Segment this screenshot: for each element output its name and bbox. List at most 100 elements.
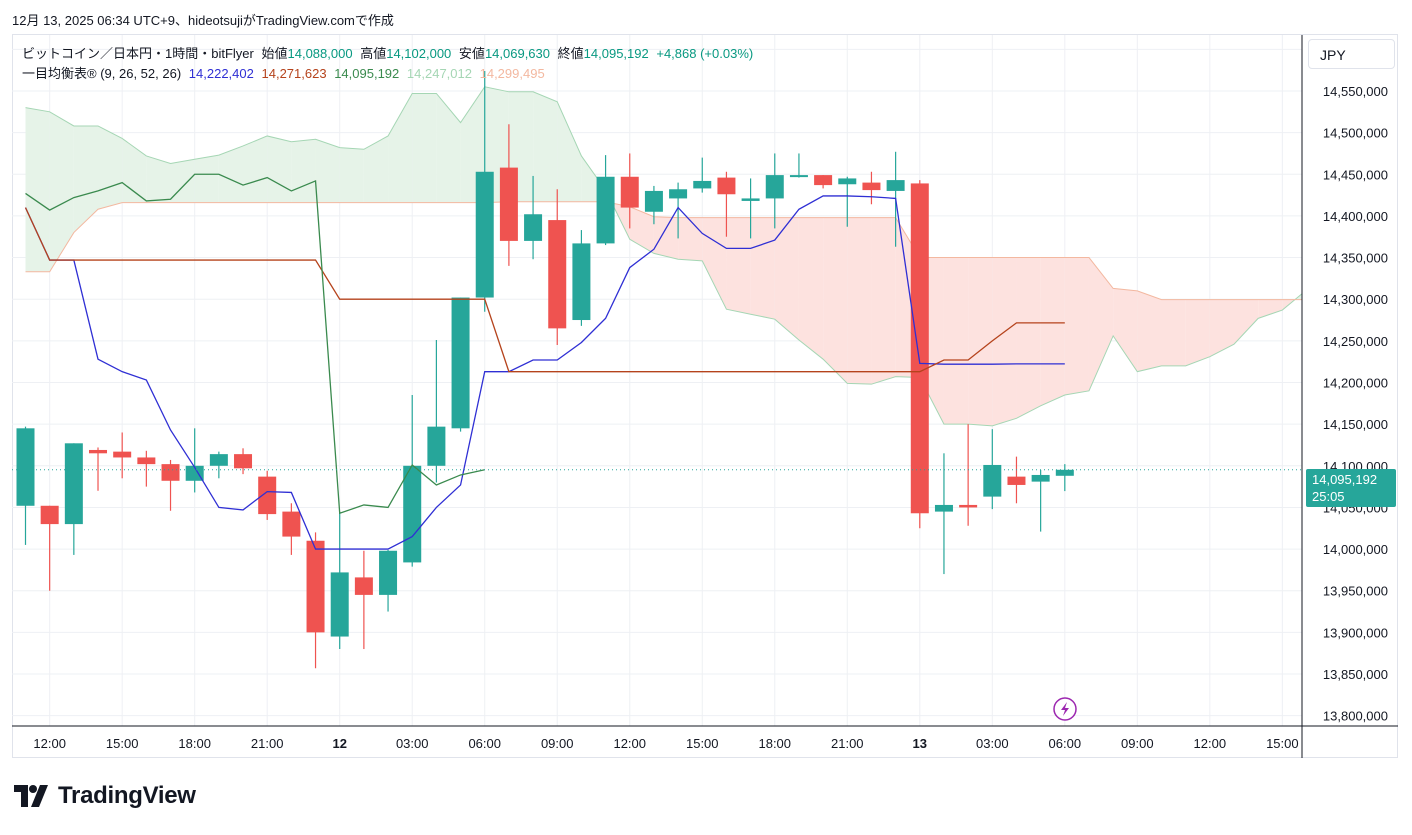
cloud-bull-segment xyxy=(49,111,74,272)
cloud-bear-segment xyxy=(992,257,1017,426)
cloud-bull-segment xyxy=(291,139,316,203)
candle-body[interactable] xyxy=(910,183,929,514)
kijun-value: 14,271,623 xyxy=(261,66,327,81)
senkou-span-a-line xyxy=(25,86,1302,427)
candle-body[interactable] xyxy=(306,540,325,633)
span-b-value: 14,299,495 xyxy=(479,66,545,81)
candle-body[interactable] xyxy=(185,465,204,481)
price-tick-label: 14,200,000 xyxy=(1323,376,1388,391)
candle-body[interactable] xyxy=(862,182,881,191)
candle-body[interactable] xyxy=(886,180,905,191)
cloud-bull-segment xyxy=(363,135,389,203)
candle-body[interactable] xyxy=(548,220,567,329)
price-tick-label: 14,400,000 xyxy=(1323,209,1388,224)
candle-body[interactable] xyxy=(838,178,857,185)
cloud-bear-segment xyxy=(1185,299,1210,366)
candle-body[interactable] xyxy=(64,443,83,525)
cloud-bull-segment xyxy=(557,101,582,202)
candle-body[interactable] xyxy=(258,476,277,515)
candle-body[interactable] xyxy=(499,167,518,241)
price-tick-label: 13,950,000 xyxy=(1323,584,1388,599)
chart-frame xyxy=(12,34,1398,758)
candle-body[interactable] xyxy=(354,577,373,595)
price-tick-label: 14,350,000 xyxy=(1323,251,1388,266)
cloud-bull-segment xyxy=(243,135,268,203)
candle-body[interactable] xyxy=(1031,474,1050,482)
open-value: 14,088,000 xyxy=(287,46,353,61)
time-tick-label: 21:00 xyxy=(831,736,864,751)
tenkan-sen-line xyxy=(24,195,1065,550)
candle-body[interactable] xyxy=(161,464,180,481)
symbol-title[interactable]: ビットコイン／日本円・1時間・bitFlyer xyxy=(22,46,254,61)
cloud-bull-segment xyxy=(412,93,437,203)
cloud-bull-segment xyxy=(339,147,364,203)
time-tick-label: 06:00 xyxy=(468,736,501,751)
candle-body[interactable] xyxy=(330,572,349,637)
candle-body[interactable] xyxy=(765,175,784,199)
candle-body[interactable] xyxy=(717,177,736,195)
chikou-span-line xyxy=(25,173,485,515)
legend-indicator-row: 一目均衡表® (9, 26, 52, 26) 14,222,402 14,271… xyxy=(22,64,757,84)
candle-body[interactable] xyxy=(524,214,543,241)
candle-body[interactable] xyxy=(234,454,253,469)
candle-body[interactable] xyxy=(669,189,688,199)
time-tick-label: 12 xyxy=(332,736,346,751)
span-a-value: 14,247,012 xyxy=(406,66,472,81)
price-tick-label: 14,150,000 xyxy=(1323,417,1388,432)
candle-body[interactable] xyxy=(113,451,132,458)
cloud-bear-segment xyxy=(1040,257,1065,406)
tradingview-logo-icon xyxy=(14,785,48,807)
price-tick-label: 14,300,000 xyxy=(1323,292,1388,307)
cloud-bull-segment xyxy=(533,91,558,202)
candle-body[interactable] xyxy=(934,504,953,512)
cloud-bear-segment xyxy=(1064,257,1089,395)
candle-body[interactable] xyxy=(693,180,712,189)
cloud-bear-segment xyxy=(1258,299,1283,319)
cloud-bull-segment xyxy=(267,135,292,203)
time-tick-label: 12:00 xyxy=(613,736,646,751)
indicator-params: (9, 26, 52, 26) xyxy=(100,66,182,81)
cloud-bear-segment xyxy=(1161,299,1186,366)
cloud-bull-segment xyxy=(25,107,50,272)
cloud-bull-segment xyxy=(315,139,340,203)
candle-body[interactable] xyxy=(475,171,494,298)
price-tick-label: 14,450,000 xyxy=(1323,167,1388,182)
price-tick-label: 14,000,000 xyxy=(1323,542,1388,557)
candle-body[interactable] xyxy=(572,243,591,321)
indicator-name[interactable]: 一目均衡表® xyxy=(22,66,97,81)
candle-body[interactable] xyxy=(403,465,422,563)
candle-body[interactable] xyxy=(451,297,470,429)
cloud-bear-segment xyxy=(678,217,703,261)
last-price-value: 14,095,192 xyxy=(1312,472,1378,487)
candle-body[interactable] xyxy=(789,175,808,178)
candle-body[interactable] xyxy=(379,550,398,595)
flash-icon-glyph xyxy=(1061,702,1069,716)
cloud-bear-segment xyxy=(750,217,775,320)
cloud-bear-segment xyxy=(823,217,848,384)
candle-body[interactable] xyxy=(1007,476,1026,485)
candle-body[interactable] xyxy=(741,198,760,201)
candle-body[interactable] xyxy=(89,449,108,454)
candle-body[interactable] xyxy=(209,454,228,466)
candle-body[interactable] xyxy=(40,505,59,525)
time-tick-label: 18:00 xyxy=(178,736,211,751)
currency-button[interactable]: JPY xyxy=(1308,39,1395,69)
candle-body[interactable] xyxy=(644,190,663,212)
candle-body[interactable] xyxy=(620,176,639,208)
candle-body[interactable] xyxy=(814,175,833,186)
candle-body[interactable] xyxy=(596,176,615,244)
candle-body[interactable] xyxy=(16,428,35,506)
candle-body[interactable] xyxy=(427,426,446,466)
time-tick-label: 09:00 xyxy=(1121,736,1154,751)
tradingview-logo[interactable]: TradingView xyxy=(14,782,196,810)
candle-body[interactable] xyxy=(983,464,1002,497)
candles xyxy=(16,70,1074,669)
candle-body[interactable] xyxy=(959,504,978,508)
logo-text: TradingView xyxy=(58,782,196,809)
candle-body[interactable] xyxy=(1055,469,1074,476)
candle-body[interactable] xyxy=(137,457,156,465)
cloud-bull-segment xyxy=(146,155,171,203)
candle-body[interactable] xyxy=(282,511,301,537)
cloud-bull-segment xyxy=(194,155,219,203)
